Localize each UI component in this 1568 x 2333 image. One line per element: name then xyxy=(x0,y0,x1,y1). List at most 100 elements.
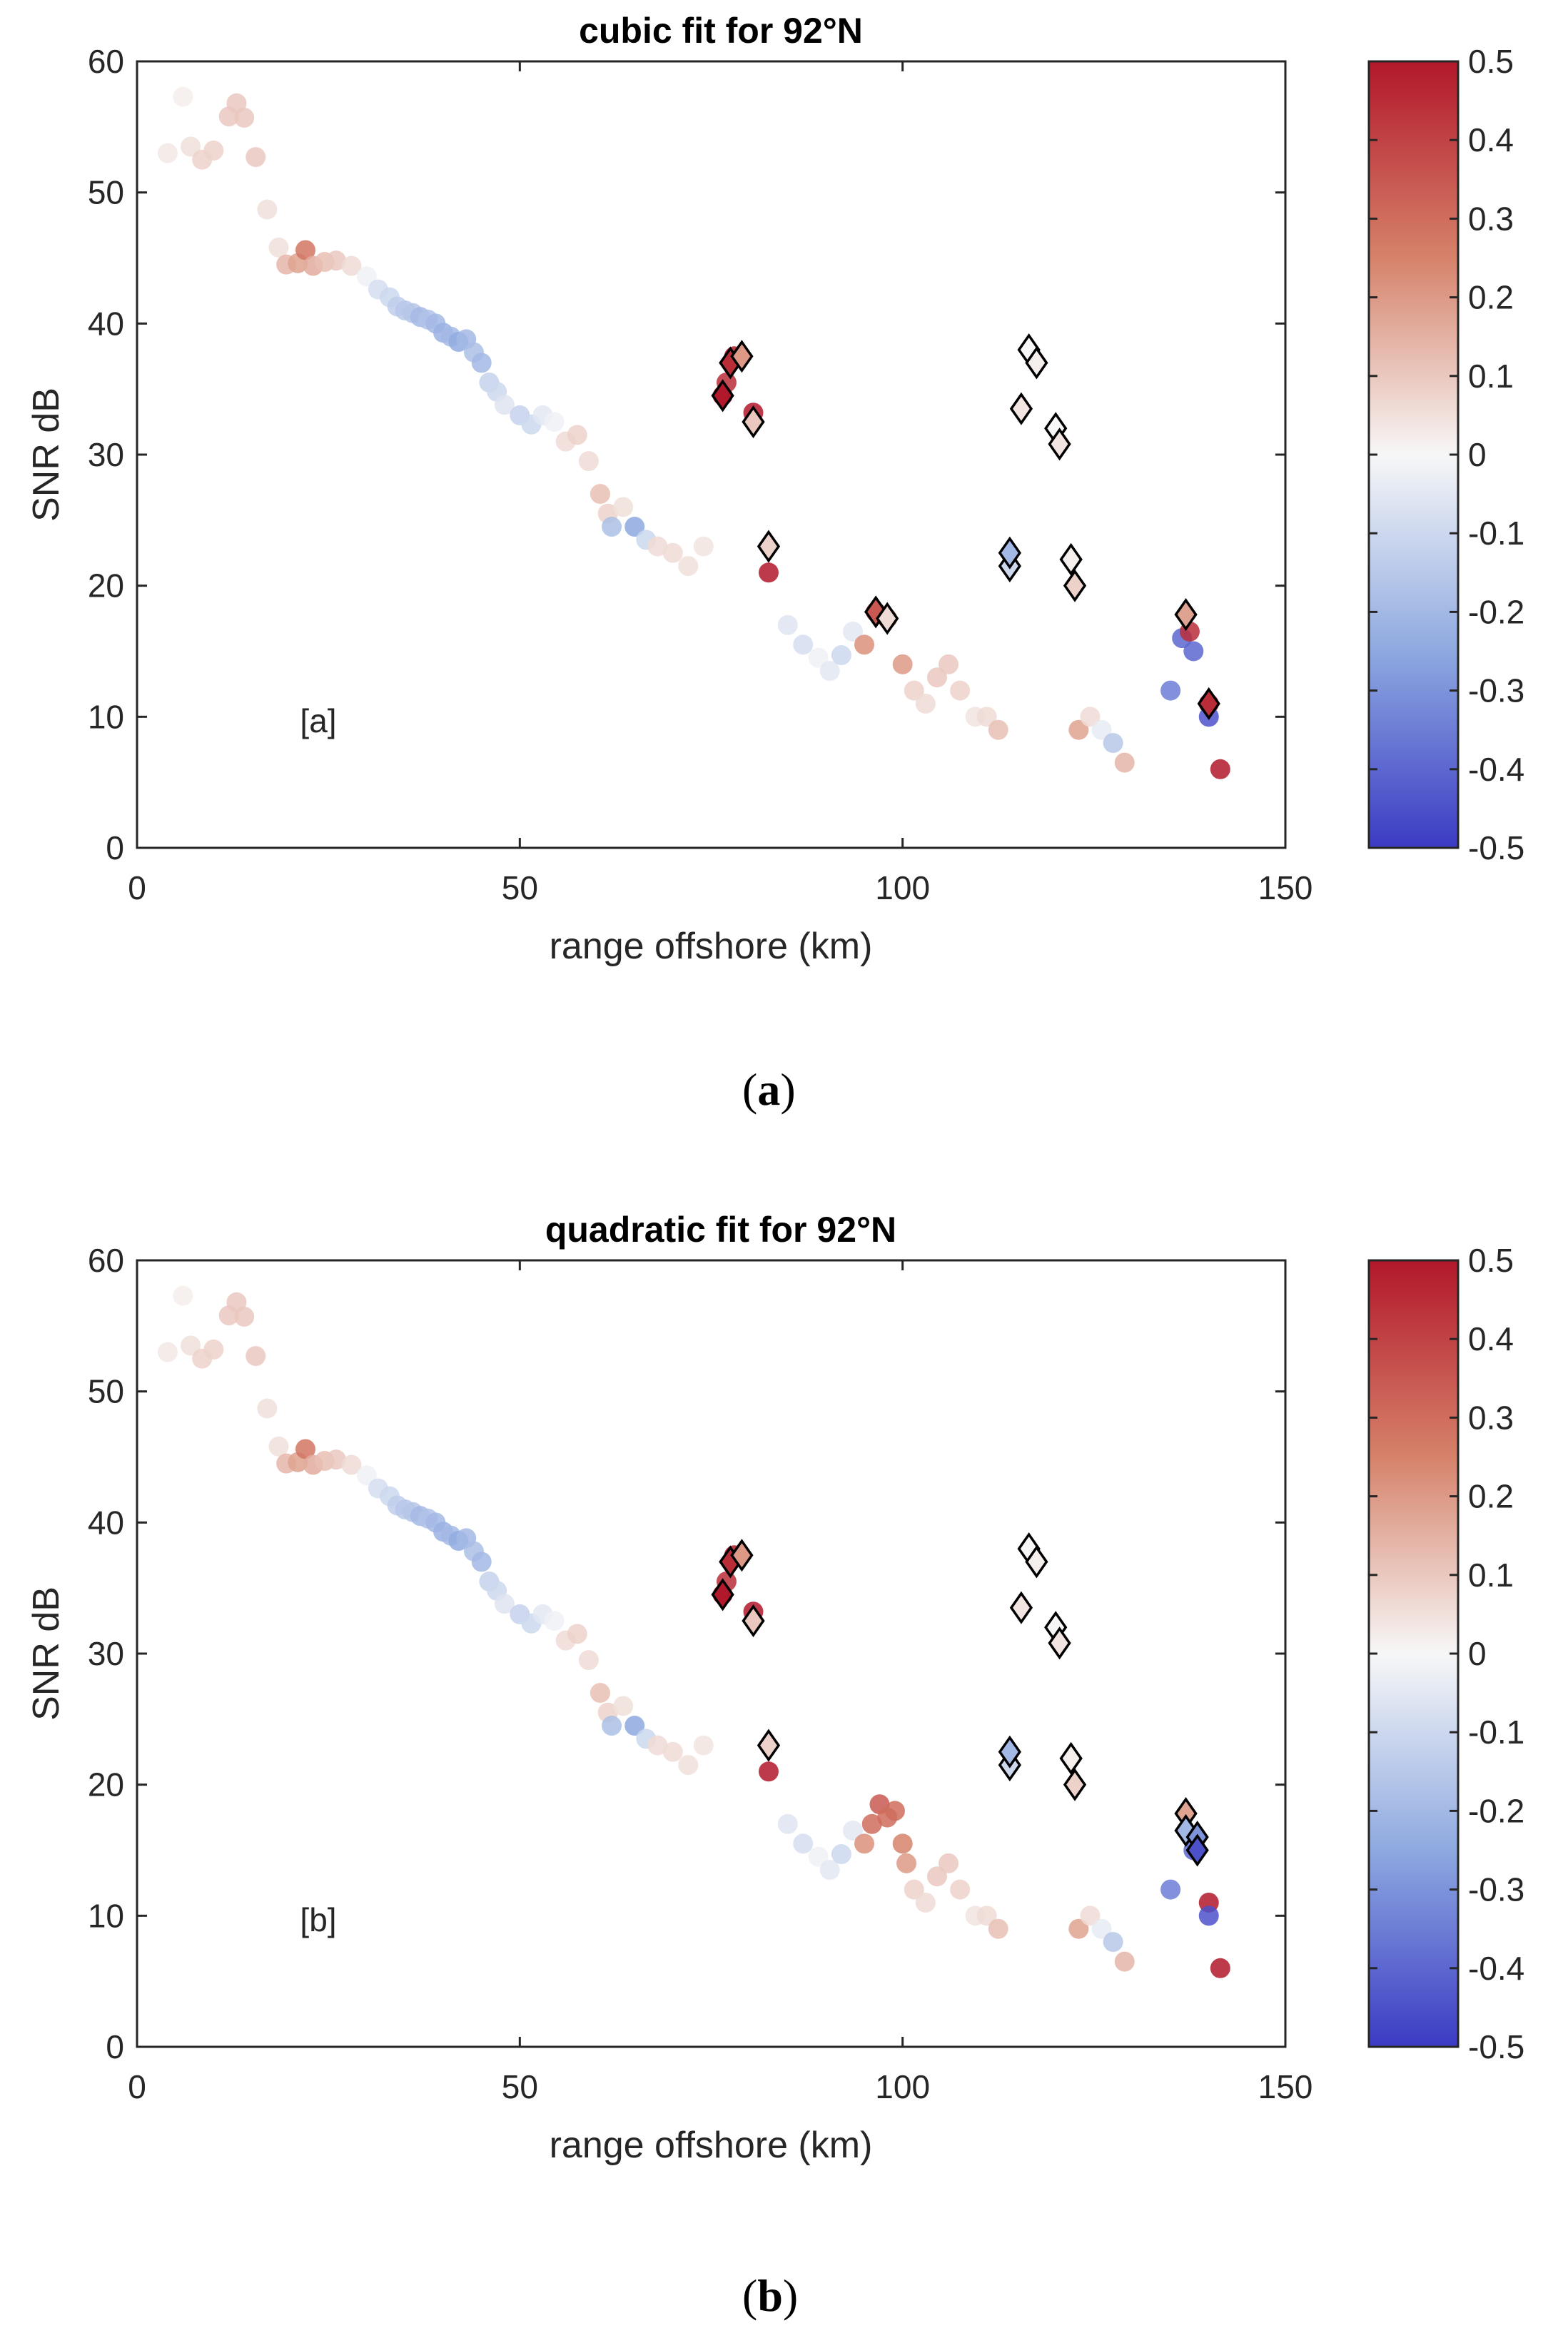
data-point-circle xyxy=(268,1436,289,1457)
colorbar-tick-label: 0.1 xyxy=(1468,358,1514,395)
data-point-circle xyxy=(854,634,875,655)
colorbar xyxy=(1367,60,1460,849)
data-point-circle xyxy=(831,1844,851,1865)
y-axis-label: SNR dB xyxy=(26,388,67,522)
data-point-circle xyxy=(624,517,645,537)
colorbar-tick-label: -0.5 xyxy=(1468,2028,1524,2065)
y-axis-ticks: 0 10 20 30 40 50 60 xyxy=(88,43,1285,866)
data-point-circle xyxy=(892,1833,913,1854)
data-point-circle xyxy=(295,1439,315,1459)
data-point-circle xyxy=(976,1906,997,1926)
chart-title: cubic fit for 92°N xyxy=(579,11,863,51)
data-point-circle xyxy=(758,562,779,583)
colorbar-tick-label: 0.4 xyxy=(1468,121,1514,158)
y-axis-ticks: 0 10 20 30 40 50 60 xyxy=(88,1242,1285,2065)
data-point-circle xyxy=(578,451,599,472)
data-point-circle xyxy=(1080,1906,1101,1926)
colorbar-tick-label: 0.5 xyxy=(1468,1242,1514,1279)
data-point-circle xyxy=(950,1879,971,1900)
data-point-circle xyxy=(325,250,346,271)
y-tick-label: 30 xyxy=(88,1635,124,1672)
data-point-diamond xyxy=(1009,392,1033,425)
data-point-circle xyxy=(662,542,683,563)
data-point-circle xyxy=(793,634,814,655)
colorbar-tick-label: -0.4 xyxy=(1468,751,1524,788)
colorbar-tick-label: -0.2 xyxy=(1468,593,1524,630)
x-axis-label: range offshore (km) xyxy=(550,2125,873,2166)
data-point-diamond xyxy=(711,379,734,413)
data-point-circle xyxy=(1210,1958,1230,1978)
data-point-circle xyxy=(904,680,924,701)
data-point-circle xyxy=(693,1735,714,1756)
y-tick-label: 0 xyxy=(106,2028,124,2065)
x-tick-label: 0 xyxy=(128,869,146,906)
x-tick-label: 100 xyxy=(875,869,930,906)
x-tick-label: 50 xyxy=(502,869,538,906)
data-point-circle xyxy=(624,1716,645,1736)
colorbar-tick-label: 0.3 xyxy=(1468,1399,1514,1436)
data-point-circle xyxy=(602,517,622,537)
data-point-circle xyxy=(976,707,997,727)
data-point-circle xyxy=(590,484,610,505)
data-point-circle xyxy=(246,147,266,168)
data-point-circle xyxy=(257,1398,278,1419)
data-point-diamond xyxy=(1025,346,1048,380)
data-point-diamond xyxy=(1174,598,1198,632)
data-point-circle xyxy=(1091,1918,1112,1939)
data-point-circle xyxy=(854,1833,875,1854)
data-point-circle xyxy=(861,1813,882,1834)
colorbar-tick-label: -0.5 xyxy=(1468,829,1524,866)
data-point-circle xyxy=(341,1454,362,1475)
data-point-circle xyxy=(758,1761,779,1782)
y-tick-label: 40 xyxy=(88,305,124,342)
data-point-circle xyxy=(950,680,971,701)
data-point-diamond xyxy=(1059,542,1083,576)
data-point-circle xyxy=(892,654,913,674)
data-point-circle xyxy=(808,1846,829,1867)
colorbar-tick-label: -0.4 xyxy=(1468,1950,1524,1987)
y-tick-label: 20 xyxy=(88,567,124,604)
data-point-diamond xyxy=(1185,1833,1209,1867)
data-point-circle xyxy=(157,143,178,163)
data-point-circle xyxy=(831,645,851,666)
data-point-diamond xyxy=(757,530,781,563)
data-point-circle xyxy=(1198,1906,1219,1926)
x-axis-label: range offshore (km) xyxy=(550,926,873,967)
colorbar-tick-label: 0.4 xyxy=(1468,1320,1514,1357)
data-point-circle xyxy=(904,1879,924,1900)
data-point-circle xyxy=(1103,733,1123,754)
data-point-diamond xyxy=(730,340,754,373)
data-point-circle xyxy=(494,1594,515,1614)
data-point-circle xyxy=(356,266,377,287)
data-point-diamond xyxy=(711,1578,734,1611)
data-point-circle xyxy=(173,86,193,107)
data-point-circle xyxy=(926,667,947,688)
y-tick-label: 40 xyxy=(88,1504,124,1541)
data-point-circle xyxy=(988,1918,1008,1939)
data-point-circle xyxy=(819,1860,840,1881)
data-point-diamond xyxy=(1063,1768,1087,1801)
y-tick-label: 10 xyxy=(88,1897,124,1934)
x-axis-ticks: 0 50 100 150 xyxy=(128,61,1312,906)
colorbar-tick-label: 0.3 xyxy=(1468,200,1514,237)
data-point-diamond xyxy=(876,602,899,635)
data-point-circle xyxy=(578,1650,599,1671)
y-tick-label: 20 xyxy=(88,1766,124,1803)
data-point-circle xyxy=(203,140,224,161)
x-tick-label: 0 xyxy=(128,2068,146,2105)
data-point-circle xyxy=(257,199,278,220)
colorbar-tick-label: -0.2 xyxy=(1468,1792,1524,1829)
data-point-circle xyxy=(544,1611,565,1631)
data-point-diamond xyxy=(1048,1626,1071,1660)
data-point-circle xyxy=(471,353,492,373)
panel-a: cubic fit for 92°N 0 10 20 30 40 50 60 0 50 100 1… xyxy=(26,11,1524,967)
data-point-circle xyxy=(246,1346,266,1367)
data-point-diamond xyxy=(1048,427,1071,461)
colorbar-tick-label: 0 xyxy=(1468,1635,1487,1672)
data-point-circle xyxy=(939,1853,959,1873)
data-point-circle xyxy=(1160,680,1181,701)
colorbar xyxy=(1367,1259,1460,2048)
data-point-circle xyxy=(268,237,289,258)
panel-annotation: [a] xyxy=(300,702,336,739)
colorbar-tick-label: 0.2 xyxy=(1468,279,1514,316)
